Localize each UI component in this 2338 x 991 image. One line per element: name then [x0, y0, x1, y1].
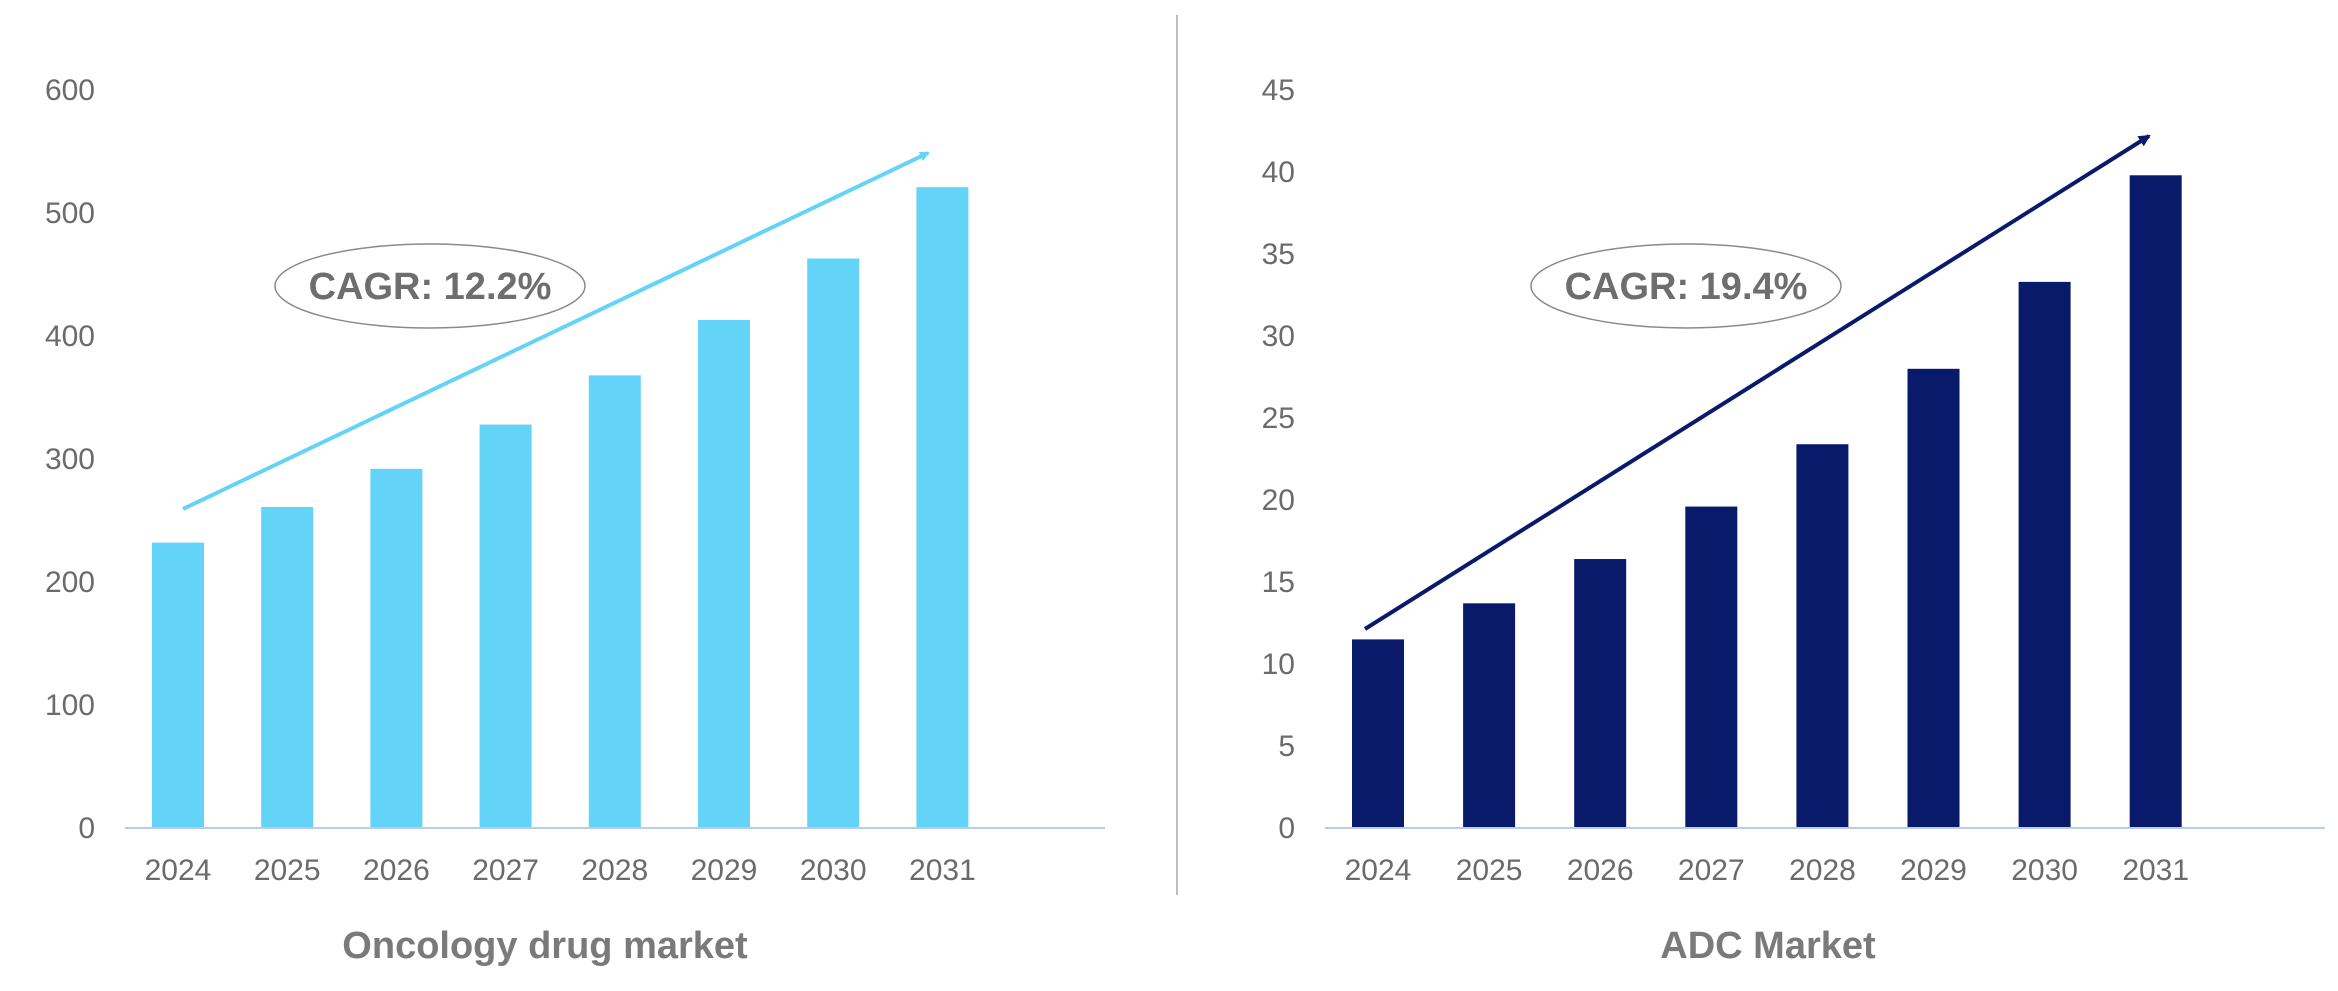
- cagr-label: CAGR: 12.2%: [309, 266, 552, 308]
- x-tick-label: 2028: [581, 854, 648, 887]
- bar-2024: [152, 543, 204, 828]
- x-tick-label: 2029: [1900, 854, 1967, 887]
- bar-2031: [916, 187, 968, 828]
- y-tick-label: 35: [1262, 238, 1295, 271]
- y-tick-label: 600: [45, 74, 95, 107]
- x-tick-label: 2024: [1345, 854, 1412, 887]
- x-tick-label: 2028: [1789, 854, 1856, 887]
- y-tick-label: 45: [1262, 74, 1295, 107]
- chart-title: ADC Market: [1660, 925, 1876, 967]
- bar-2026: [370, 469, 422, 828]
- bar-2029: [698, 320, 750, 828]
- bar-2029: [1908, 369, 1960, 828]
- y-tick-label: 25: [1262, 402, 1295, 435]
- y-tick-label: 15: [1262, 566, 1295, 599]
- x-tick-label: 2030: [2011, 854, 2078, 887]
- y-tick-label: 500: [45, 197, 95, 230]
- bar-2024: [1352, 639, 1404, 828]
- cagr-label: CAGR: 19.4%: [1565, 266, 1808, 308]
- x-tick-label: 2027: [1678, 854, 1745, 887]
- x-tick-label: 2025: [1456, 854, 1523, 887]
- bar-2028: [589, 375, 641, 828]
- y-tick-label: 5: [1278, 730, 1295, 763]
- bar-2031: [2130, 175, 2182, 828]
- y-tick-label: 0: [1278, 812, 1295, 845]
- bar-2030: [807, 259, 859, 828]
- y-tick-label: 10: [1262, 648, 1295, 681]
- x-tick-label: 2026: [1567, 854, 1634, 887]
- x-tick-label: 2031: [2122, 854, 2189, 887]
- x-tick-label: 2026: [363, 854, 430, 887]
- y-tick-label: 200: [45, 566, 95, 599]
- bar-2027: [480, 425, 532, 828]
- x-tick-label: 2024: [145, 854, 212, 887]
- chart-title: Oncology drug market: [342, 925, 748, 967]
- x-tick-label: 2025: [254, 854, 321, 887]
- bar-2028: [1796, 444, 1848, 828]
- bar-2027: [1685, 507, 1737, 828]
- bar-2025: [1463, 603, 1515, 828]
- oncology-chart-panel: 0 100 200 300 400 500 600 2024 2025 2026 2027 2028 2…: [45, 74, 1105, 967]
- x-tick-label: 2030: [800, 854, 867, 887]
- x-tick-label: 2027: [472, 854, 539, 887]
- bar-2026: [1574, 559, 1626, 828]
- y-tick-label: 0: [78, 812, 95, 845]
- y-tick-label: 100: [45, 689, 95, 722]
- bar-2025: [261, 507, 313, 828]
- x-tick-label: 2031: [909, 854, 976, 887]
- y-tick-label: 20: [1262, 484, 1295, 517]
- y-tick-label: 300: [45, 443, 95, 476]
- y-tick-label: 30: [1262, 320, 1295, 353]
- x-tick-label: 2029: [691, 854, 758, 887]
- bar-2030: [2019, 282, 2071, 828]
- y-tick-label: 400: [45, 320, 95, 353]
- y-tick-label: 40: [1262, 156, 1295, 189]
